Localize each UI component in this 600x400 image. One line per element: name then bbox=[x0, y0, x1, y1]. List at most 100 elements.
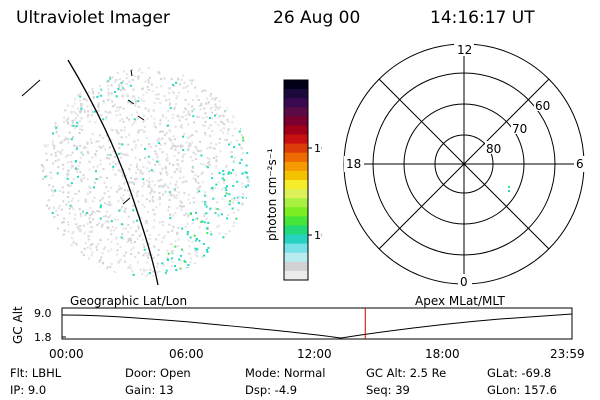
image-pixel bbox=[61, 140, 64, 143]
image-pixel bbox=[173, 170, 176, 173]
image-pixel bbox=[241, 202, 244, 205]
image-pixel bbox=[200, 102, 203, 105]
image-pixel bbox=[233, 197, 236, 200]
image-pixel bbox=[211, 172, 213, 175]
image-pixel bbox=[191, 221, 194, 224]
image-pixel bbox=[166, 172, 169, 175]
image-pixel bbox=[68, 212, 71, 215]
image-pixel bbox=[151, 90, 154, 93]
image-pixel bbox=[136, 195, 139, 197]
image-pixel bbox=[124, 260, 126, 263]
image-pixel bbox=[235, 174, 238, 177]
image-pixel bbox=[111, 76, 114, 79]
image-pixel bbox=[148, 76, 151, 79]
image-pixel bbox=[157, 71, 160, 74]
image-pixel bbox=[95, 178, 98, 180]
image-pixel bbox=[194, 174, 197, 177]
image-pixel bbox=[47, 207, 50, 210]
image-pixel bbox=[172, 214, 175, 217]
image-pixel bbox=[117, 88, 120, 90]
image-pixel bbox=[70, 138, 73, 141]
image-pixel bbox=[90, 230, 93, 233]
image-pixel bbox=[67, 117, 69, 120]
image-pixel bbox=[85, 147, 88, 150]
image-pixel bbox=[142, 181, 145, 184]
image-pixel bbox=[92, 200, 94, 203]
image-pixel bbox=[198, 226, 201, 229]
image-pixel bbox=[166, 256, 169, 259]
image-pixel bbox=[195, 248, 198, 251]
image-pixel bbox=[87, 235, 90, 238]
image-pixel bbox=[230, 172, 233, 175]
image-pixel bbox=[174, 145, 177, 148]
image-pixel bbox=[108, 157, 111, 160]
image-pixel bbox=[99, 163, 102, 166]
image-pixel bbox=[139, 216, 142, 219]
image-pixel bbox=[206, 166, 209, 169]
image-pixel bbox=[81, 151, 84, 154]
image-pixel bbox=[167, 252, 170, 255]
image-pixel bbox=[205, 102, 207, 105]
image-tick bbox=[21, 79, 41, 97]
image-pixel bbox=[227, 121, 230, 123]
colorbar-cell bbox=[284, 170, 308, 181]
image-pixel bbox=[181, 116, 184, 119]
image-pixel bbox=[51, 212, 54, 214]
image-pixel bbox=[226, 217, 229, 220]
image-pixel bbox=[117, 132, 120, 135]
image-pixel bbox=[161, 151, 164, 154]
image-pixel bbox=[210, 233, 213, 236]
image-pixel bbox=[102, 196, 105, 199]
image-pixel bbox=[121, 118, 124, 121]
image-pixel bbox=[162, 185, 164, 188]
image-pixel bbox=[229, 151, 232, 154]
image-pixel bbox=[214, 121, 217, 124]
image-pixel bbox=[205, 116, 208, 119]
image-pixel bbox=[118, 83, 121, 86]
image-pixel bbox=[98, 260, 101, 263]
image-pixel bbox=[110, 154, 113, 157]
image-pixel bbox=[144, 252, 147, 255]
image-pixel bbox=[131, 270, 134, 273]
image-pixel bbox=[95, 150, 98, 153]
image-pixel bbox=[208, 146, 211, 149]
image-pixel bbox=[50, 189, 53, 192]
image-pixel bbox=[90, 254, 93, 257]
image-pixel bbox=[168, 223, 171, 226]
image-pixel bbox=[194, 249, 197, 252]
image-pixel bbox=[164, 272, 167, 274]
image-pixel bbox=[217, 106, 220, 109]
image-pixel bbox=[87, 110, 90, 113]
image-pixel bbox=[189, 79, 192, 82]
image-pixel bbox=[99, 259, 102, 261]
image-pixel bbox=[246, 152, 249, 154]
image-pixel bbox=[137, 227, 140, 230]
colorbar-axis-label: photon cm⁻²s⁻¹ bbox=[265, 148, 279, 241]
image-pixel bbox=[104, 202, 107, 205]
image-pixel bbox=[187, 193, 190, 196]
image-pixel bbox=[184, 225, 187, 228]
image-pixel bbox=[107, 238, 109, 241]
colorbar-cell bbox=[284, 198, 308, 208]
image-pixel bbox=[110, 92, 113, 95]
geographic-label: Geographic Lat/Lon bbox=[70, 294, 188, 308]
image-pixel bbox=[159, 130, 162, 133]
image-pixel bbox=[148, 272, 151, 275]
image-pixel bbox=[98, 266, 101, 268]
image-pixel bbox=[233, 198, 236, 201]
image-pixel bbox=[129, 194, 131, 197]
image-pixel bbox=[67, 230, 70, 233]
image-pixel bbox=[187, 148, 190, 151]
image-pixel bbox=[166, 124, 168, 127]
image-pixel bbox=[167, 119, 170, 122]
image-pixel bbox=[217, 224, 220, 227]
image-pixel bbox=[183, 153, 186, 156]
image-pixel bbox=[157, 160, 160, 163]
image-pixel bbox=[62, 167, 65, 170]
image-pixel bbox=[157, 198, 160, 201]
image-pixel bbox=[83, 109, 86, 112]
image-pixel bbox=[123, 126, 126, 129]
image-pixel bbox=[152, 226, 155, 229]
image-pixel bbox=[114, 163, 117, 166]
image-pixel bbox=[241, 152, 244, 155]
